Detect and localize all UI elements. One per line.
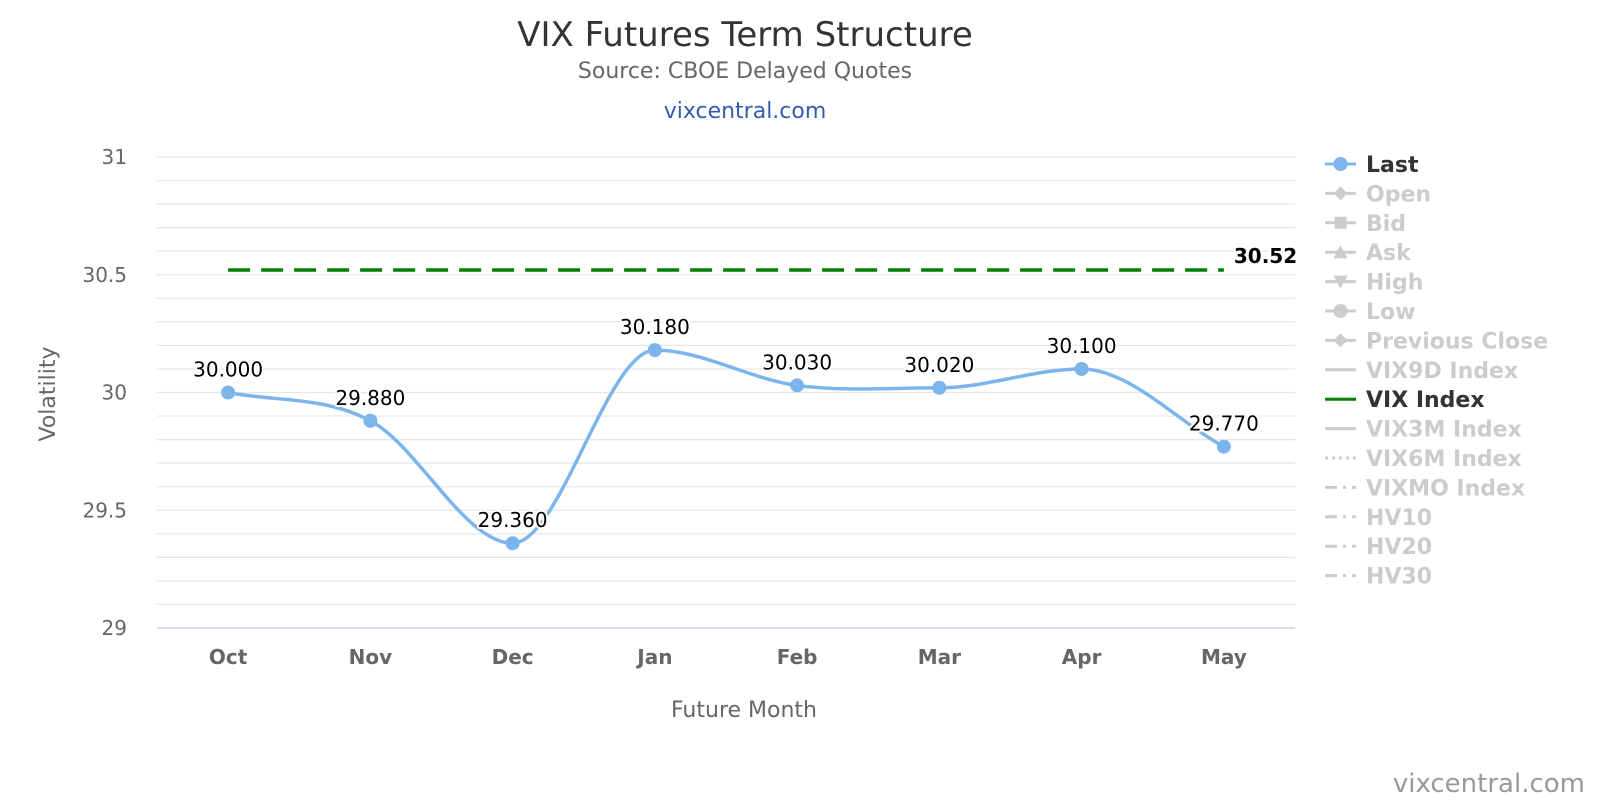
y-tick-label: 30 xyxy=(102,381,127,405)
legend-item-previous-close[interactable]: Previous Close xyxy=(1325,329,1548,354)
legend-label: VIX6M Index xyxy=(1366,447,1522,472)
legend-marker xyxy=(1333,186,1348,201)
legend-marker xyxy=(1333,245,1348,259)
last-point-feb[interactable] xyxy=(790,378,805,393)
data-label: 29.770 xyxy=(1189,412,1259,436)
legend-label: Last xyxy=(1366,153,1419,178)
legend-label: HV20 xyxy=(1366,535,1432,560)
last-series-line xyxy=(226,348,1226,545)
credit-link[interactable]: vixcentral.com xyxy=(1393,769,1585,799)
last-point-jan[interactable] xyxy=(647,343,662,358)
last-point-dec[interactable] xyxy=(505,536,520,551)
last-point-may[interactable] xyxy=(1216,439,1231,454)
data-label: 30.000 xyxy=(193,358,263,382)
legend: Last Open Bid Ask High Low Previous Close VIX9D… xyxy=(1325,153,1548,590)
last-point-nov[interactable] xyxy=(363,413,378,428)
legend-marker xyxy=(1333,304,1348,318)
legend-marker xyxy=(1333,333,1348,348)
data-label: 30.020 xyxy=(904,353,974,377)
legend-item-hv10[interactable]: HV10 xyxy=(1325,506,1432,531)
data-label: 30.180 xyxy=(620,315,690,339)
legend-item-ask[interactable]: Ask xyxy=(1325,241,1412,266)
x-tick-label: Mar xyxy=(918,645,961,669)
chart-subtitle: Source: CBOE Delayed Quotes xyxy=(578,59,912,84)
y-tick-label: 30.5 xyxy=(82,263,127,287)
legend-item-vix-index[interactable]: VIX Index xyxy=(1325,388,1485,413)
legend-label: Previous Close xyxy=(1366,329,1548,354)
legend-label: High xyxy=(1366,271,1423,296)
legend-label: VIX Index xyxy=(1366,388,1485,413)
y-tick-label: 29 xyxy=(102,616,127,640)
legend-item-bid[interactable]: Bid xyxy=(1325,212,1406,237)
legend-label: HV30 xyxy=(1366,565,1432,590)
legend-item-low[interactable]: Low xyxy=(1325,300,1415,325)
x-tick-label: Nov xyxy=(349,645,393,669)
legend-item-vix9d-index[interactable]: VIX9D Index xyxy=(1325,359,1518,384)
grid-lines xyxy=(157,156,1295,629)
data-label: 30.030 xyxy=(762,350,832,374)
legend-label: VIX9D Index xyxy=(1366,359,1518,384)
vixcentral-link[interactable]: vixcentral.com xyxy=(664,99,827,124)
x-tick-label: Jan xyxy=(635,645,672,669)
y-axis: 29 29.5 30 30.5 31 xyxy=(82,145,127,640)
legend-marker xyxy=(1334,216,1347,229)
legend-item-high[interactable]: High xyxy=(1325,271,1423,296)
last-point-oct[interactable] xyxy=(221,385,236,400)
data-label: 29.880 xyxy=(335,386,405,410)
x-axis-title: Future Month xyxy=(671,698,817,723)
legend-label: Open xyxy=(1366,182,1431,207)
data-label: 29.360 xyxy=(478,508,548,532)
legend-item-vix3m-index[interactable]: VIX3M Index xyxy=(1325,418,1522,443)
y-tick-label: 31 xyxy=(102,145,127,169)
legend-item-vixmo-index[interactable]: VIXMO Index xyxy=(1325,476,1525,501)
last-point-mar[interactable] xyxy=(932,380,947,395)
x-tick-label: Dec xyxy=(492,645,534,669)
chart-title: VIX Futures Term Structure xyxy=(517,15,973,55)
legend-item-hv20[interactable]: HV20 xyxy=(1325,535,1432,560)
x-tick-label: May xyxy=(1201,645,1247,669)
legend-marker xyxy=(1333,275,1348,289)
legend-item-vix6m-index[interactable]: VIX6M Index xyxy=(1325,447,1522,472)
vix-index-label: 30.52 xyxy=(1234,244,1297,268)
x-tick-label: Feb xyxy=(777,645,818,669)
last-series: 30.000 29.880 29.360 30.180 30.030 30.020 30.1… xyxy=(191,313,1261,551)
data-label: 30.100 xyxy=(1047,334,1117,358)
y-axis-title: Volatility xyxy=(36,346,61,441)
legend-label: Low xyxy=(1366,300,1415,325)
y-tick-label: 29.5 xyxy=(82,498,127,522)
x-tick-label: Oct xyxy=(209,645,248,669)
x-axis: Oct Nov Dec Jan Feb Mar Apr May xyxy=(209,645,1247,669)
legend-label: VIXMO Index xyxy=(1366,476,1525,501)
legend-item-last[interactable]: Last xyxy=(1325,153,1419,178)
legend-label: Bid xyxy=(1366,212,1406,237)
last-point-apr[interactable] xyxy=(1074,361,1089,376)
legend-marker xyxy=(1333,157,1348,171)
legend-item-open[interactable]: Open xyxy=(1325,182,1431,207)
legend-label: HV10 xyxy=(1366,506,1432,531)
legend-label: VIX3M Index xyxy=(1366,418,1522,443)
x-tick-label: Apr xyxy=(1062,645,1102,669)
vix-index-series: 30.52 xyxy=(228,242,1299,272)
legend-label: Ask xyxy=(1366,241,1412,266)
legend-item-hv30[interactable]: HV30 xyxy=(1325,565,1432,590)
